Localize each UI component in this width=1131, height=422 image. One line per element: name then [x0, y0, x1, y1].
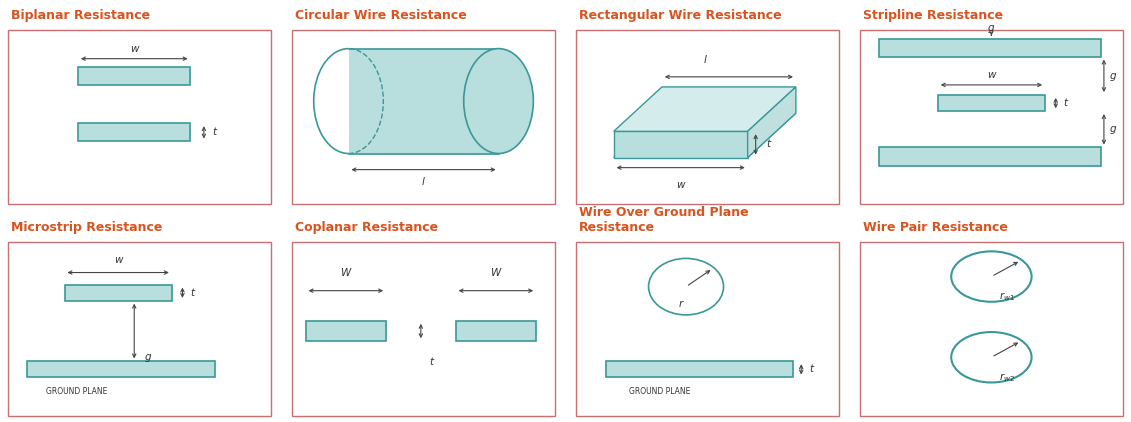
- Text: Wire Over Ground Plane
Resistance: Wire Over Ground Plane Resistance: [579, 206, 749, 234]
- Text: t: t: [211, 127, 216, 137]
- Text: Coplanar Resistance: Coplanar Resistance: [295, 221, 438, 234]
- Bar: [78, 123, 190, 141]
- Text: Wire Pair Resistance: Wire Pair Resistance: [863, 221, 1008, 234]
- Text: t: t: [810, 364, 813, 374]
- Text: GROUND PLANE: GROUND PLANE: [46, 387, 107, 395]
- Text: Rectangular Wire Resistance: Rectangular Wire Resistance: [579, 9, 782, 22]
- Text: Microstrip Resistance: Microstrip Resistance: [11, 221, 163, 234]
- Bar: [78, 67, 190, 85]
- Text: l: l: [703, 55, 706, 65]
- Bar: [879, 38, 1102, 57]
- Text: Circular Wire Resistance: Circular Wire Resistance: [295, 9, 467, 22]
- Text: w: w: [114, 255, 122, 265]
- Text: t: t: [1064, 98, 1068, 108]
- Bar: [64, 284, 172, 301]
- Text: g: g: [988, 24, 995, 33]
- FancyBboxPatch shape: [8, 242, 270, 416]
- Polygon shape: [748, 87, 796, 157]
- FancyBboxPatch shape: [576, 242, 839, 416]
- Text: W: W: [491, 268, 501, 278]
- Ellipse shape: [648, 258, 724, 315]
- FancyBboxPatch shape: [292, 242, 555, 416]
- Text: w: w: [130, 43, 138, 54]
- Text: t: t: [190, 288, 195, 298]
- Text: t: t: [767, 139, 770, 149]
- Text: w: w: [676, 180, 685, 190]
- Text: t: t: [429, 357, 433, 367]
- Text: g: g: [1110, 124, 1116, 134]
- Ellipse shape: [464, 49, 534, 154]
- Text: Stripline Resistance: Stripline Resistance: [863, 9, 1003, 22]
- Bar: [27, 361, 215, 377]
- Text: $r_{w2}$: $r_{w2}$: [1000, 371, 1016, 384]
- Bar: [456, 321, 536, 341]
- Text: g: g: [1110, 71, 1116, 81]
- Bar: [938, 95, 1045, 111]
- Text: $r_{w1}$: $r_{w1}$: [1000, 290, 1016, 303]
- FancyBboxPatch shape: [576, 30, 839, 204]
- Text: r: r: [501, 115, 506, 125]
- Text: GROUND PLANE: GROUND PLANE: [629, 387, 690, 395]
- Bar: [348, 49, 499, 154]
- Text: l: l: [422, 177, 425, 187]
- FancyBboxPatch shape: [292, 30, 555, 204]
- Text: g: g: [145, 352, 152, 362]
- Bar: [305, 321, 386, 341]
- FancyBboxPatch shape: [861, 242, 1123, 416]
- Polygon shape: [614, 113, 796, 157]
- Bar: [606, 361, 793, 377]
- Text: w: w: [987, 70, 995, 80]
- Bar: [879, 147, 1102, 165]
- Ellipse shape: [951, 252, 1031, 302]
- Text: W: W: [340, 268, 351, 278]
- Polygon shape: [614, 87, 796, 131]
- Polygon shape: [614, 131, 748, 157]
- FancyBboxPatch shape: [8, 30, 270, 204]
- FancyBboxPatch shape: [861, 30, 1123, 204]
- Ellipse shape: [951, 332, 1031, 382]
- Text: r: r: [679, 299, 683, 309]
- Text: Biplanar Resistance: Biplanar Resistance: [11, 9, 150, 22]
